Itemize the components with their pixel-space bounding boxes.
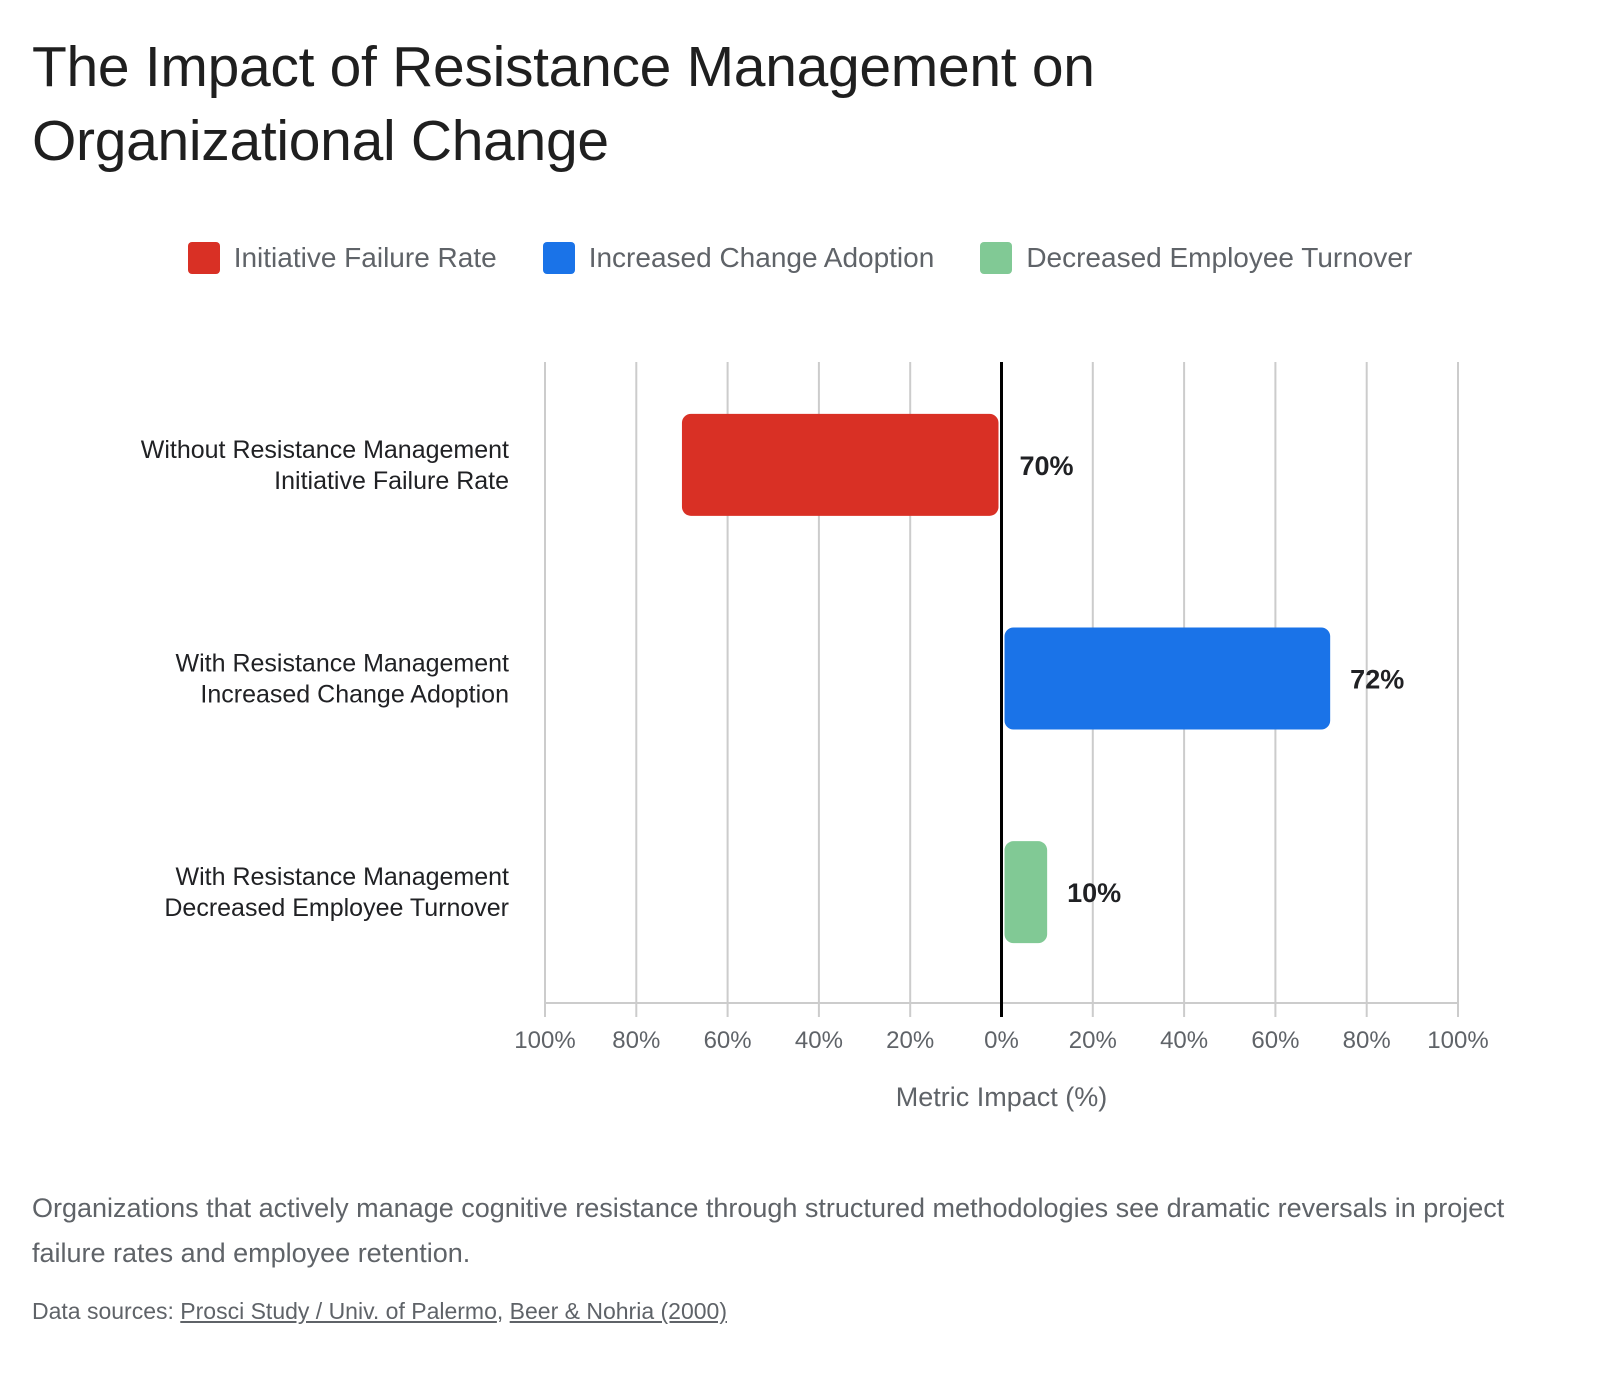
- legend-label-failure: Initiative Failure Rate: [233, 242, 497, 273]
- sources-separator: ,: [496, 1298, 510, 1324]
- legend-swatch-failure: [187, 242, 220, 274]
- category-label-0-0: Without Resistance Management: [141, 436, 509, 464]
- x-tick-label-10: 100%: [1427, 1027, 1488, 1054]
- legend-item-turnover: Decreased Employee Turnover: [980, 242, 1412, 274]
- x-tick-label-7: 40%: [1160, 1027, 1208, 1054]
- source-link-prosci[interactable]: Prosci Study / Univ. of Palermo: [180, 1298, 497, 1324]
- category-label-1-0: With Resistance Management: [176, 650, 510, 678]
- x-tick-label-6: 20%: [1069, 1027, 1117, 1054]
- bar-chart: 100% 80% 60% 40% 20% 0% 20% 40% 60% 80% 100% Metric…: [141, 362, 1489, 1112]
- legend-item-failure: Initiative Failure Rate: [187, 242, 497, 274]
- x-tick-label-8: 60%: [1251, 1027, 1299, 1054]
- x-tick-label-0: 100%: [514, 1027, 575, 1054]
- legend-item-adoption: Increased Change Adoption: [542, 242, 935, 274]
- legend-swatch-turnover: [980, 242, 1013, 274]
- sources-prefix: Data sources:: [32, 1298, 181, 1324]
- x-tick-label-5: 0%: [984, 1027, 1019, 1054]
- data-sources: Data sources: Prosci Study / Univ. of Pa…: [32, 1298, 727, 1325]
- x-axis-title: Metric Impact (%): [896, 1082, 1108, 1112]
- data-label-0: 70%: [1020, 451, 1074, 481]
- legend-label-turnover: Decreased Employee Turnover: [1026, 242, 1413, 273]
- category-label-2-1: Decreased Employee Turnover: [164, 894, 509, 922]
- bar-1: [1004, 627, 1331, 730]
- chart-title: The Impact of Resistance Management on O…: [32, 35, 1095, 173]
- x-tick-label-2: 60%: [704, 1027, 752, 1054]
- category-label-0-1: Initiative Failure Rate: [274, 467, 509, 495]
- x-tick-label-1: 80%: [612, 1027, 660, 1054]
- source-link-beer-nohria[interactable]: Beer & Nohria (2000): [509, 1298, 727, 1324]
- data-label-2: 10%: [1067, 878, 1121, 908]
- x-tick-label-3: 40%: [795, 1027, 843, 1054]
- legend-swatch-adoption: [542, 242, 575, 274]
- bar-2: [1004, 841, 1048, 944]
- category-label-2-0: With Resistance Management: [176, 863, 510, 891]
- chart-caption: Organizations that actively manage cogni…: [32, 1193, 1505, 1268]
- x-tick-label-4: 20%: [886, 1027, 934, 1054]
- category-label-1-1: Increased Change Adoption: [200, 681, 509, 709]
- legend: Initiative Failure Rate Increased Change…: [0, 242, 1600, 274]
- x-tick-label-9: 80%: [1343, 1027, 1391, 1054]
- legend-label-adoption: Increased Change Adoption: [588, 242, 935, 273]
- bar-0: [681, 413, 999, 516]
- data-label-1: 72%: [1350, 665, 1404, 695]
